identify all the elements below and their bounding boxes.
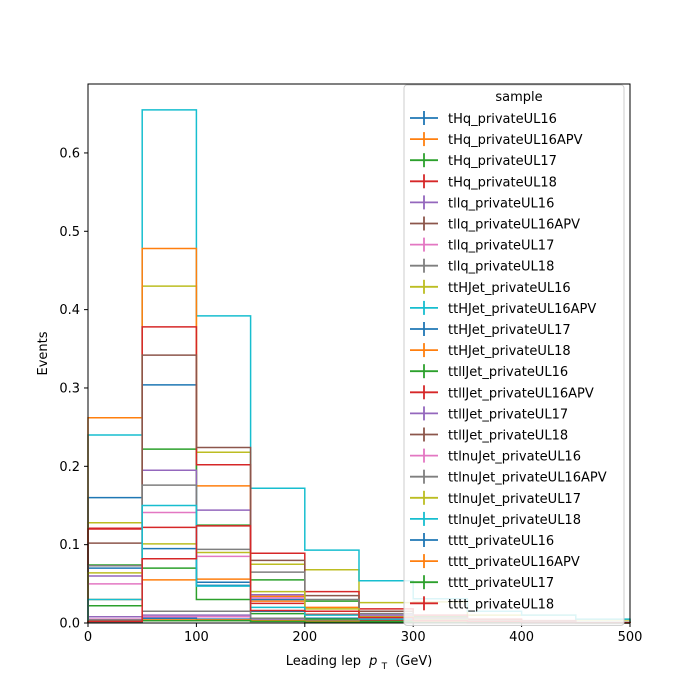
legend-label-15: ttllJet_privateUL18 [448,429,568,444]
legend-label-19: ttlnuJet_privateUL18 [448,513,581,528]
legend-item-13: ttllJet_privateUL16APV [410,385,594,401]
y-tick-label-1: 0.1 [59,538,80,553]
legend-item-10: ttHJet_privateUL17 [410,322,571,338]
legend-item-1: tHq_privateUL16APV [410,132,583,148]
x-tick-label-0: 0 [84,630,92,645]
legend-label-1: tHq_privateUL16APV [448,133,583,148]
legend-item-18: ttlnuJet_privateUL17 [410,490,581,507]
x-axis-label-p: p [368,654,377,669]
legend-label-21: tttt_privateUL16APV [448,555,580,570]
x-axis-label-unit: (GeV) [395,654,432,669]
legend-label-22: tttt_privateUL17 [448,576,554,591]
legend-label-14: ttllJet_privateUL17 [448,407,568,422]
x-axis-label-main: Leading lep [286,654,361,669]
plot-frame [87,83,631,624]
legend-item-12: ttllJet_privateUL16 [410,364,568,380]
legend-label-4: tllq_privateUL16 [448,196,554,211]
legend-label-11: ttHJet_privateUL18 [448,344,571,359]
legend-item-20: tttt_privateUL16 [410,533,554,549]
legend-item-2: tHq_privateUL17 [410,153,557,169]
x-tick-label-1: 100 [184,630,209,645]
legend-label-12: ttllJet_privateUL16 [448,365,568,380]
legend-item-17: ttlnuJet_privateUL16APV [410,469,607,486]
legend-label-17: ttlnuJet_privateUL16APV [448,471,607,486]
legend-label-6: tllq_privateUL17 [448,239,554,254]
legend-label-2: tHq_privateUL17 [448,154,557,169]
legend-item-21: tttt_privateUL16APV [410,554,580,570]
legend-item-9: ttHJet_privateUL16APV [410,300,596,317]
legend-label-3: tHq_privateUL18 [448,175,557,190]
legend-item-22: tttt_privateUL17 [410,575,554,591]
legend-item-23: tttt_privateUL18 [410,596,554,612]
legend-label-20: tttt_privateUL16 [448,534,554,549]
legend-item-3: tHq_privateUL18 [410,174,557,190]
legend-item-15: ttllJet_privateUL18 [410,427,568,444]
axes-layer: 0 100 200 300 400 500 0.0 0.1 0.2 0.3 0.4 0.5 0.6 [59,146,642,645]
y-tick-label-5: 0.5 [59,225,80,240]
legend-box [403,84,625,626]
x-tick-label-5: 500 [618,630,643,645]
x-axis-label-subscript: T [381,662,388,672]
legend: sample tHq_privateUL16 tHq_privateUL16APV… [403,84,625,626]
legend-items: tHq_privateUL16 tHq_privateUL16APV tHq_pri… [410,111,607,612]
legend-title: sample [495,90,542,105]
y-tick-label-3: 0.3 [59,381,80,396]
legend-item-11: ttHJet_privateUL18 [410,343,571,359]
legend-item-5: tllq_privateUL16APV [410,216,580,233]
legend-item-16: ttlnuJet_privateUL16 [410,448,581,465]
y-tick-label-6: 0.6 [59,146,80,161]
legend-label-8: ttHJet_privateUL16 [448,281,571,296]
legend-item-4: tllq_privateUL16 [410,195,554,211]
legend-item-7: tllq_privateUL18 [410,258,554,275]
y-tick-label-4: 0.4 [59,303,80,318]
legend-label-13: ttllJet_privateUL16APV [448,386,594,401]
legend-item-14: ttllJet_privateUL17 [410,406,568,422]
legend-label-10: ttHJet_privateUL17 [448,323,571,338]
legend-label-7: tllq_privateUL18 [448,260,554,275]
x-axis-label: Leading lep p T (GeV) [286,654,433,673]
legend-item-8: ttHJet_privateUL16 [410,279,571,296]
x-tick-label-2: 200 [292,630,317,645]
legend-item-0: tHq_privateUL16 [410,111,557,127]
legend-item-19: ttlnuJet_privateUL18 [410,511,581,528]
legend-label-5: tllq_privateUL16APV [448,218,580,233]
y-tick-label-0: 0.0 [59,617,80,632]
legend-label-9: ttHJet_privateUL16APV [448,302,596,317]
legend-label-0: tHq_privateUL16 [448,112,557,127]
x-tick-label-3: 300 [401,630,426,645]
legend-label-23: tttt_privateUL18 [448,597,554,612]
legend-label-16: ttlnuJet_privateUL16 [448,450,581,465]
legend-item-6: tllq_privateUL17 [410,237,554,254]
y-axis-label: Events [36,331,51,375]
y-tick-label-2: 0.2 [59,460,80,475]
legend-label-18: ttlnuJet_privateUL17 [448,492,581,507]
x-tick-label-4: 400 [509,630,534,645]
